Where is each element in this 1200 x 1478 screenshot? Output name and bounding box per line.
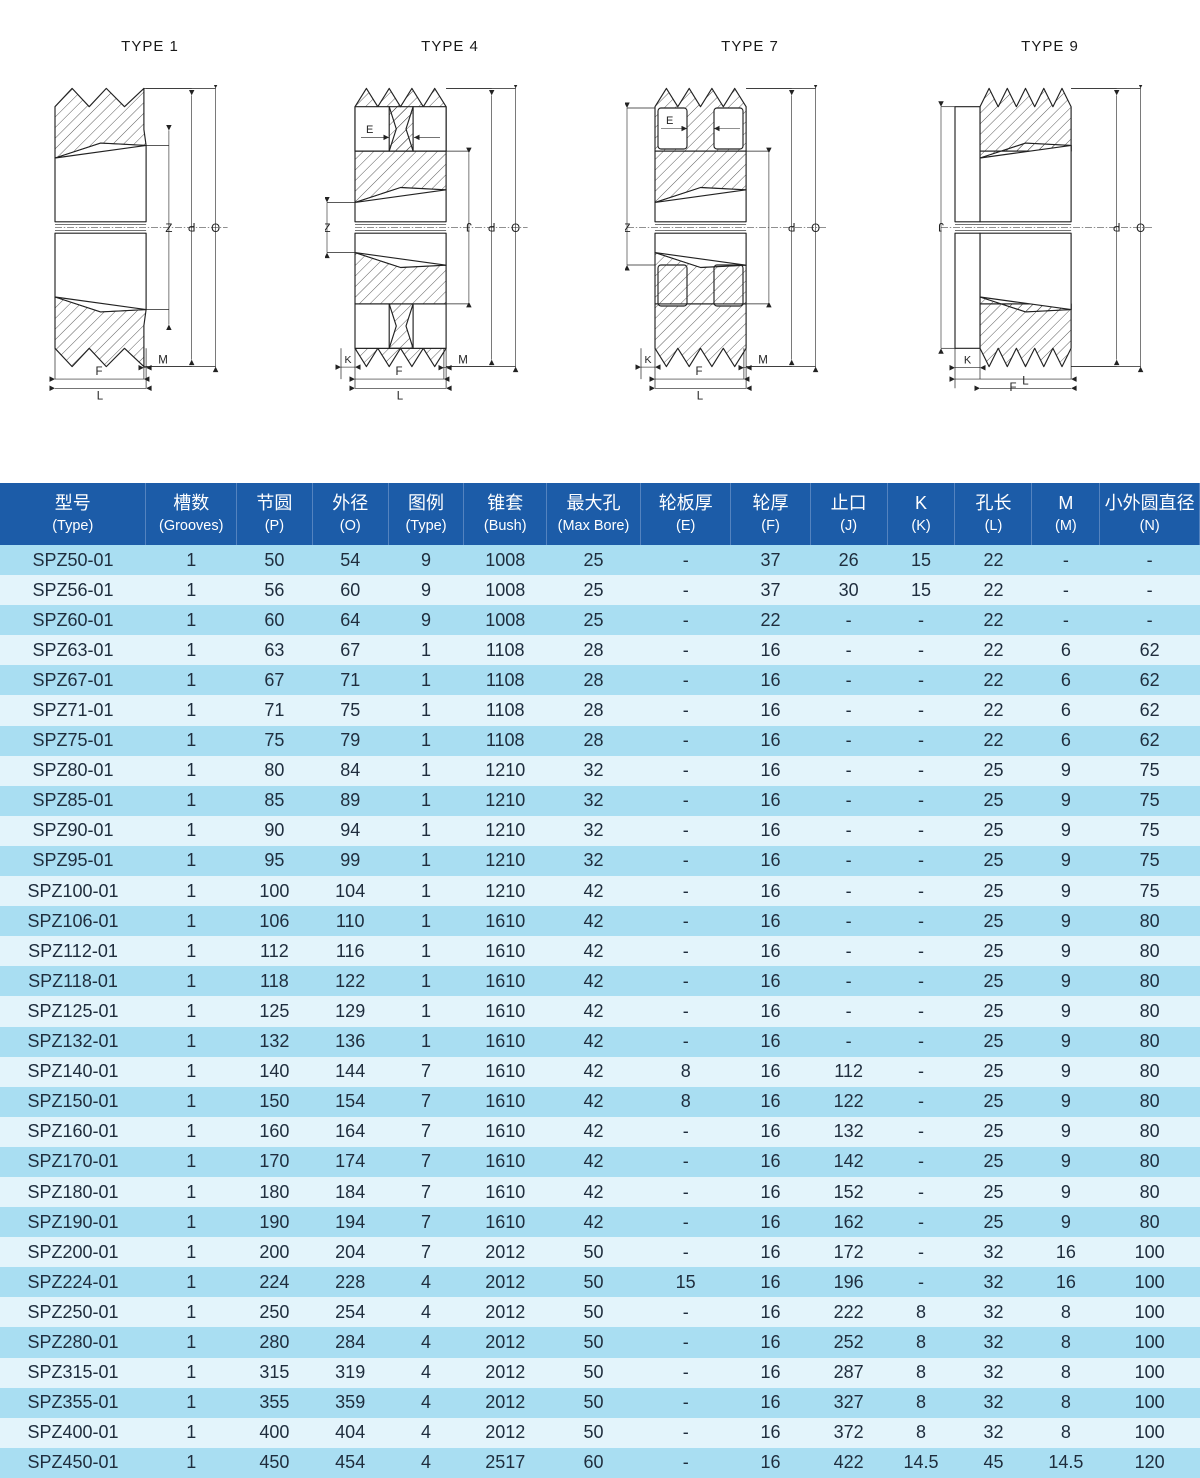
svg-text:P: P	[488, 220, 496, 232]
svg-text:O: O	[811, 223, 820, 235]
svg-text:L: L	[1022, 375, 1029, 387]
svg-text:Z: Z	[625, 223, 631, 235]
svg-text:E: E	[666, 115, 673, 127]
svg-text:M: M	[158, 355, 168, 367]
svg-text:K: K	[344, 354, 351, 366]
svg-text:Z: Z	[325, 223, 331, 235]
svg-text:O: O	[511, 223, 520, 235]
svg-text:L: L	[397, 390, 404, 402]
svg-text:F: F	[95, 366, 102, 378]
svg-text:M: M	[458, 355, 468, 367]
svg-text:P: P	[788, 220, 796, 232]
svg-text:O: O	[1136, 223, 1145, 235]
svg-text:K: K	[964, 355, 972, 367]
svg-text:P: P	[188, 220, 196, 232]
svg-text:F: F	[1009, 382, 1016, 394]
svg-text:J: J	[938, 220, 944, 232]
svg-text:F: F	[695, 366, 702, 378]
svg-text:E: E	[366, 124, 373, 136]
svg-text:Z: Z	[165, 223, 172, 235]
svg-text:F: F	[395, 366, 402, 378]
svg-text:M: M	[758, 355, 768, 367]
svg-text:P: P	[1113, 220, 1121, 232]
svg-text:K: K	[644, 354, 651, 366]
svg-text:J: J	[466, 220, 472, 232]
svg-text:L: L	[97, 390, 104, 402]
svg-text:L: L	[697, 390, 704, 402]
svg-text:O: O	[211, 223, 220, 235]
